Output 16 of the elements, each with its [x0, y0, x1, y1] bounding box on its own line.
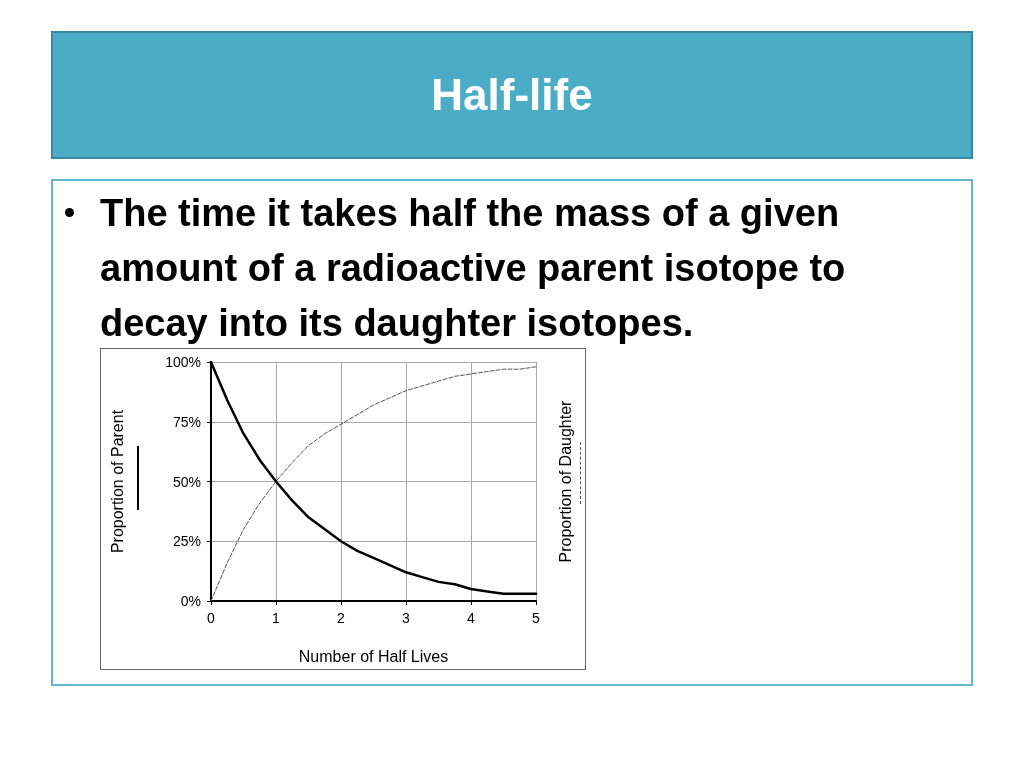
x-tick-label: 1 [272, 610, 281, 626]
x-tick-label: 4 [467, 610, 476, 626]
x-axis-title: Number of Half Lives [298, 647, 449, 665]
x-tick-label: 2 [337, 610, 346, 626]
y-tick-label: 0% [180, 593, 201, 609]
y-axis-title: Proportion of Parent [108, 409, 126, 554]
y-tick-label: 25% [172, 533, 201, 550]
text: The time it takes half the mass of a given amount of a radioactive parent isotope to decay into its daughter isotopes. [100, 191, 847, 346]
chart-title: Half-life [431, 70, 593, 120]
x-tick-label: 3 [402, 610, 411, 626]
y-tick-label: 75% [172, 413, 201, 430]
y-tick-label: 100% [165, 354, 201, 370]
y2-axis-title: Proportion of Daughter [556, 399, 574, 563]
y-tick-label: 50% [172, 473, 201, 490]
x-tick-label: 0 [207, 610, 216, 626]
x-tick-label: 5 [532, 610, 541, 626]
